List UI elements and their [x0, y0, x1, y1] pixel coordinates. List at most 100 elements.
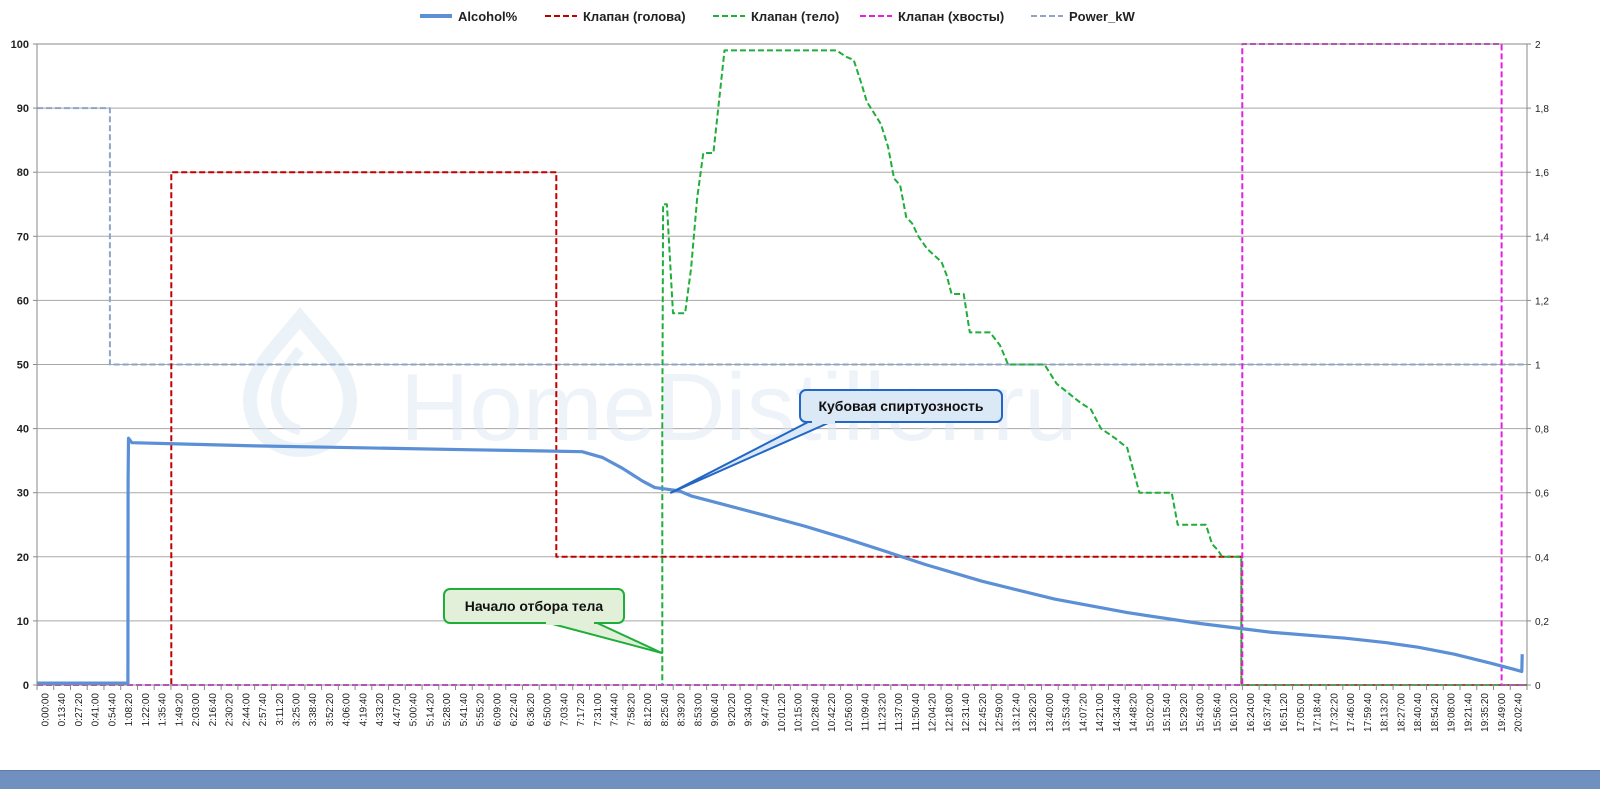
x-tick-label: 16:10:20 — [1229, 693, 1240, 732]
x-tick-label: 13:12:40 — [1011, 693, 1022, 732]
legend-label: Alcohol% — [458, 9, 518, 24]
y-left-tick-label: 30 — [17, 488, 29, 500]
x-tick-label: 10:42:20 — [827, 693, 838, 732]
x-tick-label: 3:11:20 — [275, 693, 286, 726]
x-tick-label: 2:57:40 — [258, 693, 269, 727]
x-tick-label: 10:28:40 — [810, 693, 821, 732]
callout-label: Начало отбора тела — [465, 598, 604, 614]
x-tick-label: 5:00:40 — [409, 693, 420, 727]
x-tick-label: 12:04:20 — [928, 693, 939, 732]
x-tick-label: 0:41:00 — [91, 693, 102, 727]
legend-label: Клапан (хвосты) — [898, 9, 1004, 24]
x-tick-label: 17:32:20 — [1329, 693, 1340, 732]
x-tick-label: 17:59:40 — [1363, 693, 1374, 732]
y-right-tick-label: 1,6 — [1535, 168, 1549, 179]
x-tick-label: 12:18:00 — [944, 693, 955, 732]
chart-background — [0, 0, 1600, 770]
y-left-tick-label: 80 — [17, 167, 29, 179]
x-tick-label: 6:36:20 — [526, 693, 537, 727]
x-tick-label: 18:40:40 — [1413, 693, 1424, 732]
x-tick-label: 3:38:40 — [308, 693, 319, 727]
x-tick-label: 14:21:00 — [1095, 693, 1106, 732]
x-tick-label: 17:46:00 — [1346, 693, 1357, 732]
x-tick-label: 16:37:40 — [1263, 693, 1274, 732]
x-tick-label: 15:15:40 — [1162, 693, 1173, 732]
x-tick-label: 11:09:40 — [861, 693, 872, 732]
y-right-tick-label: 0,8 — [1535, 425, 1549, 436]
x-tick-label: 0:54:40 — [107, 693, 118, 727]
x-tick-label: 5:55:20 — [476, 693, 487, 727]
x-tick-label: 7:58:20 — [626, 693, 637, 727]
x-tick-label: 16:51:20 — [1279, 693, 1290, 732]
y-right-tick-label: 0,4 — [1535, 553, 1549, 564]
x-tick-label: 6:09:00 — [492, 693, 503, 727]
x-tick-label: 1:08:20 — [124, 693, 135, 727]
y-right-tick-label: 0 — [1535, 681, 1541, 692]
x-tick-label: 20:02:40 — [1514, 693, 1525, 732]
x-tick-label: 8:12:00 — [643, 693, 654, 727]
callout-box — [443, 588, 625, 624]
x-tick-label: 3:25:00 — [291, 693, 302, 727]
x-tick-label: 4:47:00 — [392, 693, 403, 727]
x-tick-label: 1:22:00 — [141, 693, 152, 727]
x-tick-label: 3:52:20 — [325, 693, 336, 727]
x-tick-label: 18:27:00 — [1396, 693, 1407, 732]
x-tick-label: 9:06:40 — [710, 693, 721, 727]
x-tick-label: 10:01:20 — [777, 693, 788, 732]
x-tick-label: 11:37:00 — [894, 693, 905, 732]
x-tick-label: 4:33:20 — [375, 693, 386, 727]
x-tick-label: 13:40:00 — [1045, 693, 1056, 732]
y-right-tick-label: 1,4 — [1535, 232, 1549, 243]
x-tick-label: 8:39:20 — [677, 693, 688, 727]
x-tick-label: 9:47:40 — [760, 693, 771, 727]
x-tick-label: 7:17:20 — [576, 693, 587, 727]
x-tick-label: 11:23:20 — [877, 693, 888, 732]
x-tick-label: 12:59:00 — [995, 693, 1006, 732]
callout-joint — [812, 418, 835, 424]
x-tick-label: 2:30:20 — [225, 693, 236, 727]
y-left-tick-label: 100 — [11, 39, 29, 51]
legend-label: Клапан (голова) — [583, 9, 686, 24]
x-tick-label: 9:20:20 — [727, 693, 738, 727]
axes: 0 10 20 30 40 50 60 70 80 90 100 0 0,2 0,4 0,6 0,8 1 1,2 1… — [11, 39, 1550, 732]
x-tick-label: 7:44:40 — [610, 693, 621, 727]
y-right-tick-label: 1 — [1535, 361, 1541, 372]
y-left-tick-label: 20 — [17, 552, 29, 564]
x-tick-label: 9:34:00 — [744, 693, 755, 727]
x-tick-label: 19:21:40 — [1463, 693, 1474, 732]
y-left-tick-label: 50 — [17, 360, 29, 372]
series-line-alcohol — [37, 436, 1524, 685]
legend-label: Power_kW — [1069, 9, 1135, 24]
x-tick-label: 19:35:20 — [1480, 693, 1491, 732]
x-tick-label: 16:24:00 — [1246, 693, 1257, 732]
x-tick-label: 5:28:00 — [442, 693, 453, 727]
x-tick-label: 17:18:40 — [1313, 693, 1324, 732]
x-tick-label: 11:50:40 — [911, 693, 922, 732]
x-tick-label: 10:56:00 — [844, 693, 855, 732]
x-tick-label: 8:25:40 — [660, 693, 671, 727]
x-tick-label: 15:29:20 — [1179, 693, 1190, 732]
x-tick-label: 8:53:00 — [693, 693, 704, 727]
x-tick-label: 15:02:00 — [1145, 693, 1156, 732]
x-tick-label: 5:41:40 — [459, 693, 470, 727]
annotations: Кубовая спиртуозность Начало отбора тела — [443, 389, 1003, 654]
x-tick-label: 13:53:40 — [1062, 693, 1073, 732]
callout-box — [799, 389, 1003, 423]
y-right-tick-label: 1,8 — [1535, 104, 1549, 115]
x-tick-label: 19:08:00 — [1447, 693, 1458, 732]
series-line-valve-body — [37, 49, 1527, 686]
x-tick-label: 1:49:20 — [174, 693, 185, 727]
x-tick-label: 18:54:20 — [1430, 693, 1441, 732]
y-right-tick-label: 0,2 — [1535, 617, 1549, 628]
x-tick-label: 14:48:20 — [1129, 693, 1140, 732]
x-tick-label: 2:16:40 — [208, 693, 219, 727]
x-tick-label: 7:03:40 — [559, 693, 570, 727]
x-tick-label: 17:05:00 — [1296, 693, 1307, 732]
x-tick-label: 5:14:20 — [425, 693, 436, 727]
window-bottom-bar — [0, 770, 1600, 789]
x-tick-label: 15:43:00 — [1196, 693, 1207, 732]
y-right-tick-label: 1,2 — [1535, 296, 1549, 307]
x-tick-label: 10:15:00 — [794, 693, 805, 732]
y-left-tick-label: 0 — [23, 680, 29, 692]
